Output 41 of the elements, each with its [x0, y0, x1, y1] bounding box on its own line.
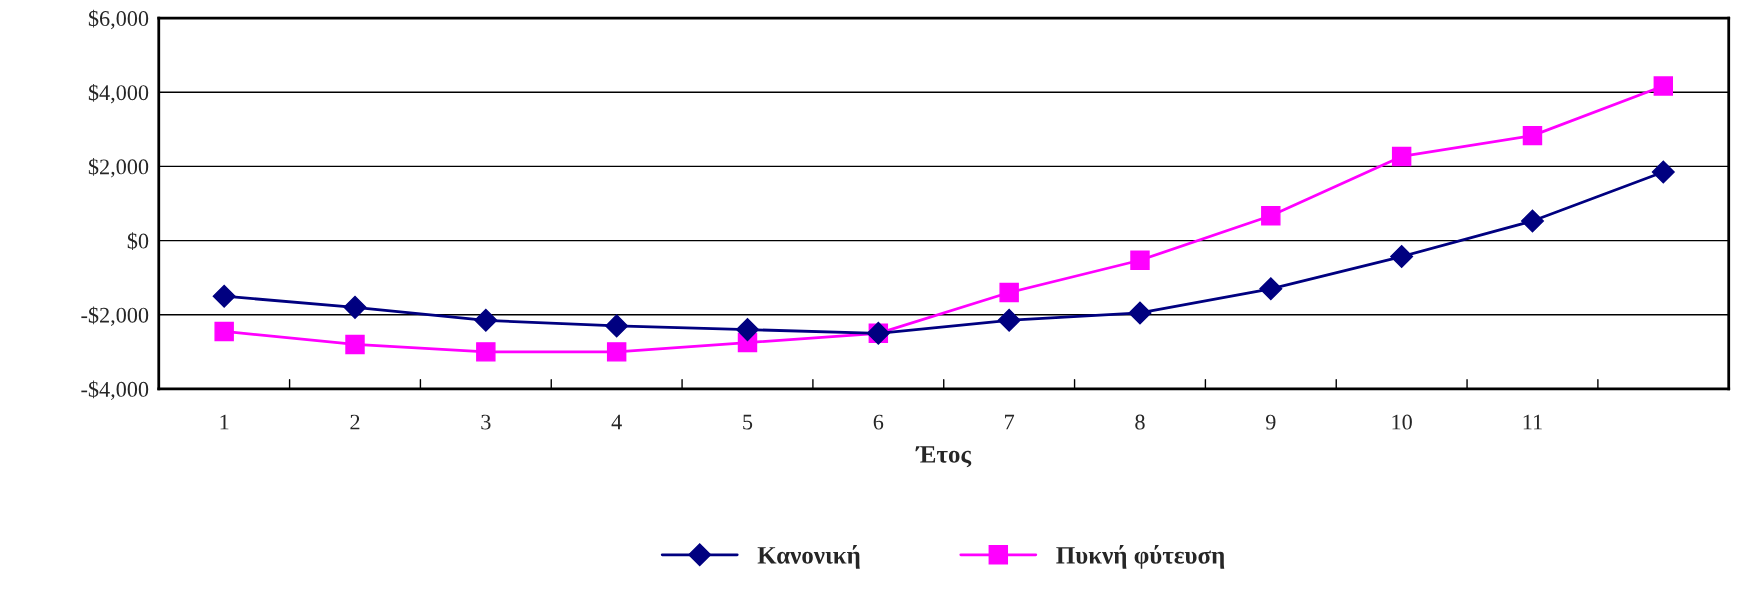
- point: [1390, 245, 1414, 269]
- x-tick-label: 9: [1265, 414, 1276, 430]
- point: [1520, 209, 1544, 233]
- point: [345, 334, 365, 355]
- y-tick-label: -$4,000: [81, 380, 149, 401]
- point: [997, 308, 1021, 332]
- x-tick-label: 8: [1135, 414, 1145, 430]
- point: [1259, 277, 1283, 301]
- y-tick-label: $2,000: [88, 158, 149, 178]
- legend-label: Κανονική: [757, 544, 860, 569]
- point: [605, 314, 629, 338]
- x-tick-label: 7: [1005, 414, 1015, 430]
- point: [606, 342, 627, 362]
- x-tick-label: 3: [481, 414, 491, 430]
- y-tick-label: $0: [127, 232, 149, 250]
- x-tick-label: 5: [743, 414, 753, 430]
- point: [1522, 125, 1543, 146]
- point: [212, 284, 236, 308]
- point: [1128, 301, 1152, 325]
- x-axis-title: Έτος: [915, 446, 972, 468]
- y-tick-label: $6,000: [88, 9, 149, 30]
- legend-label: Πυκνή φύτευση: [1056, 544, 1225, 569]
- point: [476, 342, 496, 362]
- point: [999, 282, 1019, 303]
- point: [343, 295, 367, 319]
- x-tick-label: 10: [1392, 414, 1412, 430]
- point: [735, 318, 759, 342]
- point: [474, 308, 498, 332]
- x-tick-label: 1: [220, 414, 229, 430]
- point: [214, 321, 234, 342]
- y-tick-label: $4,000: [88, 83, 149, 104]
- x-tick-label: 6: [873, 414, 884, 430]
- point: [1391, 146, 1412, 167]
- y-tick-label: -$2,000: [81, 306, 149, 326]
- x-tick-label: 11: [1523, 414, 1542, 430]
- point: [1261, 206, 1281, 226]
- point: [1651, 160, 1675, 184]
- point: [1130, 250, 1150, 270]
- x-tick-label: 4: [611, 414, 622, 430]
- x-tick-label: 2: [350, 414, 360, 430]
- point: [1653, 76, 1674, 96]
